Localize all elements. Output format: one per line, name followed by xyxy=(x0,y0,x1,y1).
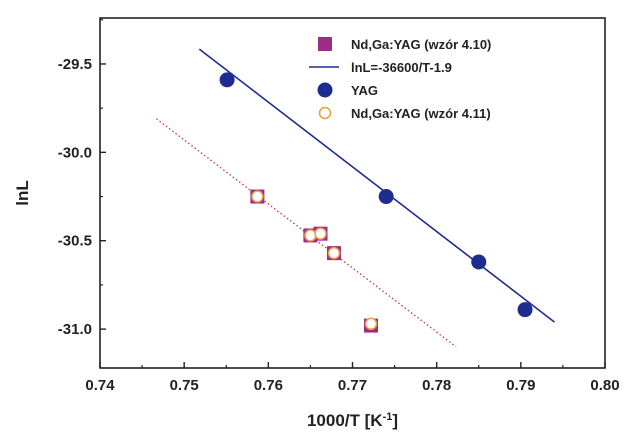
legend-item: YAG xyxy=(317,82,378,98)
y-axis-title: lnL xyxy=(13,180,32,206)
legend: Nd,Ga:YAG (wzór 4.10) lnL=-36600/T-1.9 YAG… xyxy=(309,37,491,121)
legend-label: YAG xyxy=(351,83,378,98)
series-layer xyxy=(155,48,555,348)
legend-circle-marker xyxy=(317,82,333,98)
x-tick-label: 0.76 xyxy=(254,377,283,394)
open-circle-point xyxy=(314,227,327,240)
x-tick-label: 0.80 xyxy=(590,377,619,394)
y-tick-label: -30.5 xyxy=(58,233,92,250)
legend-label: Nd,Ga:YAG (wzór 4.10) xyxy=(351,37,491,52)
open-circle-point xyxy=(251,190,264,203)
circle-point xyxy=(471,254,487,270)
x-tick-label: 0.77 xyxy=(338,377,367,394)
open-circle-point xyxy=(327,246,341,260)
circle-point xyxy=(219,72,235,88)
legend-item: lnL=-36600/T-1.9 xyxy=(309,60,452,75)
x-tick-label: 0.75 xyxy=(170,377,199,394)
x-tick-label: 0.78 xyxy=(422,377,451,394)
legend-label: Nd,Ga:YAG (wzór 4.11) xyxy=(351,106,491,121)
circle-point xyxy=(517,302,533,318)
y-tick-label: -31.0 xyxy=(58,321,92,338)
open-circle-point xyxy=(304,229,317,242)
y-tick-label: -29.5 xyxy=(58,56,92,73)
y-tick-label: -30.0 xyxy=(58,144,92,161)
open-circle-point xyxy=(364,317,378,331)
legend-label: lnL=-36600/T-1.9 xyxy=(351,60,452,75)
legend-square-marker xyxy=(318,37,332,51)
legend-item: Nd,Ga:YAG (wzór 4.11) xyxy=(318,106,491,121)
x-axis: 0.74 0.75 0.76 0.77 0.78 0.79 0.80 xyxy=(85,362,620,394)
y-axis: -29.5 -30.0 -30.5 -31.0 xyxy=(58,19,106,338)
legend-item: Nd,Ga:YAG (wzór 4.10) xyxy=(318,37,491,52)
x-tick-label: 0.79 xyxy=(506,377,535,394)
x-axis-title: 1000/T [K-1] xyxy=(307,411,398,430)
legend-open-circle-marker xyxy=(318,106,332,120)
fit-line xyxy=(198,48,555,323)
x-tick-label: 0.74 xyxy=(85,377,115,394)
circle-point xyxy=(378,189,394,205)
